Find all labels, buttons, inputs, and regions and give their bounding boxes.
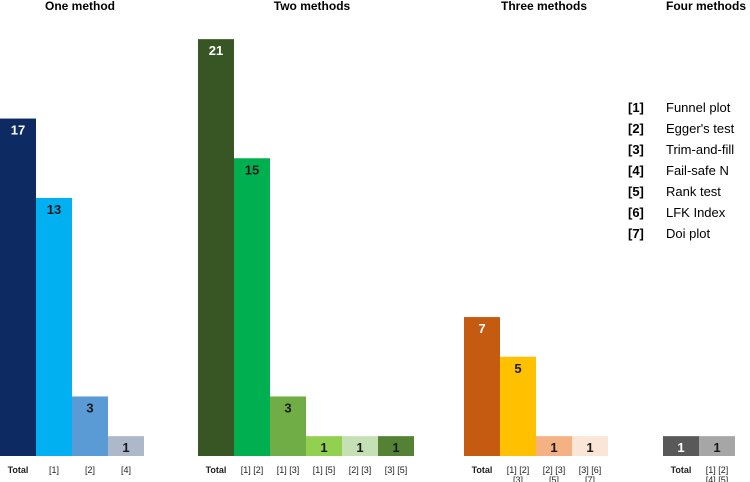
bar — [198, 39, 234, 457]
bar-group-3: Three methods 7 Total 5 [1] [2] [3] 1 [2] [3] [5… — [464, 0, 608, 482]
category-label: [2] [3] — [349, 465, 372, 475]
category-label: Total — [8, 465, 29, 475]
bar-value-label: 1 — [713, 440, 720, 455]
category-label: [1] [3] — [277, 465, 300, 475]
legend-label: Rank test — [666, 184, 721, 199]
legend-label: LFK Index — [666, 205, 726, 220]
bar — [572, 436, 608, 456]
group-title: Three methods — [501, 0, 587, 13]
bar — [378, 436, 414, 456]
category-label: [3] [6] [7] — [579, 465, 602, 482]
bar-group-2: Two methods 21 Total 15 [1] [2] 3 [1] [3] 1 [1] … — [198, 0, 414, 475]
bar-value-label: 1 — [320, 440, 327, 455]
category-label: [2] [3] [5] — [543, 465, 566, 482]
bar-value-label: 3 — [86, 400, 93, 415]
bar-value-label: 3 — [284, 400, 291, 415]
legend-item-1: [1] Funnel plot — [628, 97, 734, 118]
category-label: Total — [206, 465, 227, 475]
legend-key: [5] — [628, 184, 644, 199]
legend: [1] Funnel plot [2] Egger's test [3] Tri… — [628, 97, 734, 244]
category-label: [3] [5] — [385, 465, 408, 475]
legend-key: [6] — [628, 205, 644, 220]
bar — [270, 396, 306, 456]
legend-label: Funnel plot — [666, 100, 731, 115]
legend-item-6: [6] LFK Index — [628, 202, 734, 223]
legend-item-3: [3] Trim-and-fill — [628, 139, 734, 160]
bar-value-label: 7 — [478, 321, 485, 336]
legend-key: [2] — [628, 121, 644, 136]
group-title: Four methods — [666, 0, 746, 13]
category-label: [1] [2] — [241, 465, 264, 475]
legend-label: Fail-safe N — [666, 163, 729, 178]
legend-key: [1] — [628, 100, 644, 115]
category-label: [2] — [85, 465, 95, 475]
bar-value-label: 1 — [677, 440, 684, 455]
bar-value-label: 13 — [47, 202, 61, 217]
legend-key: [7] — [628, 226, 644, 241]
bar — [108, 436, 144, 456]
legend-key: [4] — [628, 163, 644, 178]
category-label: [4] — [121, 465, 131, 475]
bar — [36, 197, 72, 456]
bar-group-4: Four methods 1 Total 1 [1] [2] [4] [5] — [663, 0, 746, 482]
legend-label: Egger's test — [666, 121, 735, 136]
bar-value-label: 1 — [392, 440, 399, 455]
bar — [464, 317, 500, 456]
bar-value-label: 17 — [11, 123, 25, 138]
bar — [306, 436, 342, 456]
legend-item-7: [7] Doi plot — [628, 223, 734, 244]
category-label: [1] [5] — [313, 465, 336, 475]
bar-group-1: One method 17 Total 13 [1] 3 [2] 1 [4] — [0, 0, 144, 475]
legend-item-4: [4] Fail-safe N — [628, 160, 734, 181]
legend-item-2: [2] Egger's test — [628, 118, 734, 139]
group-title: One method — [45, 0, 115, 13]
bar — [72, 396, 108, 456]
bar-value-label: 1 — [122, 440, 129, 455]
category-label: [1] [2] [4] [5] — [706, 465, 729, 482]
bar-value-label: 5 — [514, 361, 521, 376]
category-label: Total — [472, 465, 493, 475]
bar-value-label: 1 — [586, 440, 593, 455]
category-label: Total — [671, 465, 692, 475]
bar — [500, 356, 536, 456]
group-title: Two methods — [274, 0, 351, 13]
bar — [699, 436, 735, 456]
bar-value-label: 1 — [550, 440, 557, 455]
bar — [663, 436, 699, 456]
legend-item-5: [5] Rank test — [628, 181, 734, 202]
legend-label: Trim-and-fill — [666, 142, 735, 157]
bar — [536, 436, 572, 456]
legend-key: [3] — [628, 142, 644, 157]
bar — [0, 118, 36, 457]
bar-value-label: 1 — [356, 440, 363, 455]
bar-value-label: 21 — [209, 43, 223, 58]
category-label: [1] [2] [3] — [507, 465, 530, 482]
category-label: [1] — [49, 465, 59, 475]
bar — [234, 158, 270, 456]
bar — [342, 436, 378, 456]
bar-value-label: 15 — [245, 162, 259, 177]
legend-label: Doi plot — [666, 226, 711, 241]
